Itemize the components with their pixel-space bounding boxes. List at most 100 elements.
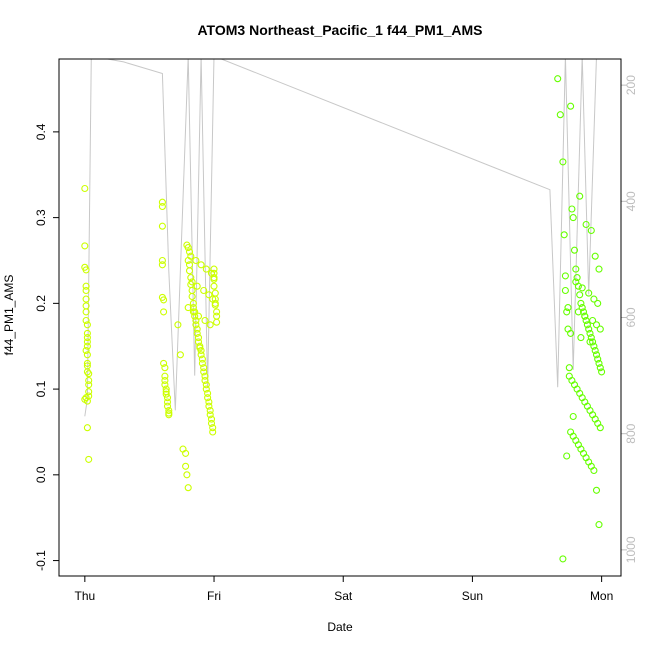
points-group	[81, 75, 606, 563]
data-point	[189, 304, 197, 312]
data-point	[594, 299, 602, 307]
data-point	[207, 415, 216, 423]
data-point	[579, 308, 588, 316]
data-point	[165, 406, 173, 415]
data-point	[559, 158, 567, 166]
data-point	[160, 359, 168, 367]
data-point	[592, 486, 601, 494]
data-point	[587, 334, 595, 342]
data-point	[592, 351, 601, 359]
data-point	[206, 321, 214, 329]
data-point	[572, 278, 580, 286]
data-point	[594, 355, 602, 363]
data-point	[564, 304, 572, 312]
data-point	[213, 318, 221, 326]
data-point	[83, 362, 91, 370]
data-point	[85, 381, 93, 389]
data-point	[204, 394, 212, 402]
data-point	[596, 424, 604, 432]
data-point	[85, 455, 93, 463]
data-point	[161, 376, 169, 385]
data-point	[205, 291, 213, 299]
data-point	[198, 355, 206, 363]
data-point	[193, 325, 201, 333]
data-point	[559, 555, 567, 563]
data-point	[81, 242, 89, 250]
x-tick-label: Fri	[207, 589, 221, 603]
chart-title: ATOM3 Northeast_Pacific_1 f44_PM1_AMS	[197, 22, 482, 38]
data-point	[589, 316, 597, 325]
data-point	[158, 202, 166, 211]
data-point	[82, 316, 90, 325]
right-tick-label: 800	[624, 423, 638, 443]
data-point	[183, 471, 191, 479]
data-point	[206, 406, 214, 415]
data-point	[592, 321, 601, 329]
data-point	[578, 304, 586, 312]
data-point	[162, 385, 170, 393]
data-point	[211, 299, 219, 307]
data-point	[83, 338, 91, 346]
data-point	[572, 265, 580, 273]
data-point	[163, 394, 172, 402]
plot-frame	[58, 58, 622, 577]
data-point	[83, 329, 91, 337]
data-point	[581, 312, 589, 320]
data-point	[589, 338, 597, 346]
data-point	[197, 261, 205, 269]
data-point	[82, 394, 90, 402]
data-point	[595, 265, 603, 273]
data-point	[161, 364, 169, 372]
data-point	[210, 282, 218, 290]
data-point	[205, 402, 213, 410]
data-point	[83, 397, 91, 405]
data-point	[567, 102, 575, 110]
data-point	[213, 308, 221, 316]
data-point	[563, 308, 571, 316]
data-point	[586, 329, 594, 337]
x-axis-label: Date	[327, 620, 353, 634]
data-point	[576, 192, 584, 200]
data-point	[596, 325, 604, 333]
series-line	[84, 59, 597, 417]
data-point	[560, 231, 568, 239]
data-point	[563, 452, 571, 460]
y-tick-label: 0.1	[34, 380, 48, 397]
data-point	[185, 267, 194, 275]
data-point	[591, 252, 599, 260]
data-point	[192, 321, 200, 329]
data-point	[158, 198, 166, 206]
data-point	[193, 282, 201, 290]
x-tick-label: Sun	[462, 589, 483, 603]
y-tick-label: 0.2	[34, 295, 48, 312]
data-point	[188, 292, 196, 301]
data-point	[569, 412, 577, 421]
data-point	[211, 289, 219, 297]
data-point	[202, 385, 210, 393]
data-point	[565, 364, 573, 372]
data-point	[162, 390, 170, 398]
data-point	[187, 274, 195, 282]
data-point	[192, 256, 200, 265]
data-point	[163, 398, 172, 406]
data-point	[561, 286, 569, 295]
data-point	[187, 252, 195, 260]
y-axis-label: f44_PM1_AMS	[2, 275, 16, 356]
data-point	[82, 266, 90, 274]
data-point	[85, 370, 93, 378]
data-point	[576, 291, 584, 299]
axes-group: Thu Fri Sat Sun Mon -0.1 0.0 0.1 0.2 0.3 0.4 200 400…	[34, 75, 638, 603]
data-point	[158, 222, 166, 230]
data-point	[200, 364, 208, 372]
data-point	[189, 299, 197, 307]
y-tick-label: -0.1	[34, 550, 48, 571]
data-point	[202, 265, 210, 273]
data-point	[213, 312, 221, 320]
data-point	[207, 419, 216, 427]
data-point	[201, 372, 209, 380]
data-point	[587, 226, 595, 235]
data-point	[554, 75, 562, 83]
data-point	[578, 284, 586, 292]
data-point	[182, 449, 190, 457]
data-point	[83, 424, 91, 432]
